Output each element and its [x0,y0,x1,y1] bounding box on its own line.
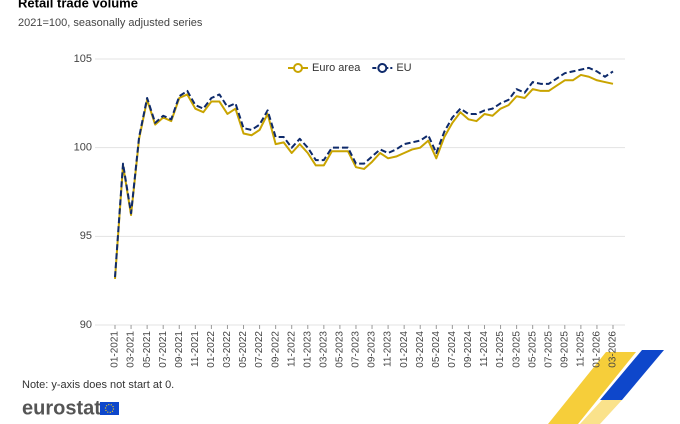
x-tick-label: 09-2021 [174,331,185,368]
y-tick-label: 100 [74,142,92,154]
x-tick-label: 07-2023 [351,331,362,368]
legend-label: EU [396,62,411,74]
legend-item: EU [372,62,412,74]
x-tick-label: 01-2023 [302,331,313,368]
x-tick-label: 01-2021 [110,331,121,368]
y-tick-label: 105 [74,53,92,65]
legend-label: Euro area [312,62,361,74]
decoration [600,350,664,400]
chart-subtitle: 2021=100, seasonally adjusted series [18,17,203,29]
x-tick-label: 07-2025 [543,331,554,368]
series-line [114,66,614,278]
x-tick-label: 03-2021 [126,331,137,368]
eu-flag [100,402,119,415]
note: Note: y-axis does not start at 0. [22,379,174,391]
chart-title: Retail trade volume [18,0,138,10]
x-tick-label: 05-2023 [335,331,346,368]
legend-marker [293,63,303,73]
logo: eurostat [22,397,101,419]
x-tick-label: 03-2025 [511,331,522,368]
x-tick-label: 09-2023 [367,331,378,368]
decoration [580,400,622,424]
x-tick-label: 03-2022 [222,331,233,368]
legend-item: Euro area [288,62,361,74]
x-tick-label: 01-2022 [206,331,217,368]
x-tick-label: 01-2024 [399,331,410,368]
decoration [548,352,636,424]
y-tick-label: 95 [80,230,92,242]
x-tick-label: 07-2021 [158,331,169,368]
x-tick-label: 05-2022 [238,331,249,368]
x-tick-label: 11-2024 [479,331,490,367]
series-line [114,73,614,279]
x-tick-label: 03-2023 [318,331,329,368]
x-tick-label: 11-2021 [190,331,201,367]
x-tick-label: 05-2021 [142,331,153,368]
x-tick-label: 11-2023 [383,331,394,367]
x-tick-label: 03-2024 [415,331,426,368]
x-tick-label: 11-2022 [286,331,297,367]
x-tick-label: 05-2024 [431,331,442,368]
eu-flag-stars [104,403,115,414]
x-tick-label: 01-2026 [592,331,603,368]
x-tick-label: 11-2025 [576,331,587,367]
x-tick-label: 07-2022 [254,331,265,368]
x-tick-label: 09-2022 [270,331,281,368]
x-tick-label: 09-2024 [463,331,474,368]
y-tick-label: 90 [80,319,92,331]
legend-marker [377,63,388,73]
x-tick-label: 01-2025 [495,331,506,368]
x-tick-label: 05-2025 [527,331,538,368]
x-tick-label: 09-2025 [559,331,570,368]
x-tick-label: 07-2024 [447,331,458,368]
x-tick-label: 03-2026 [608,331,619,368]
